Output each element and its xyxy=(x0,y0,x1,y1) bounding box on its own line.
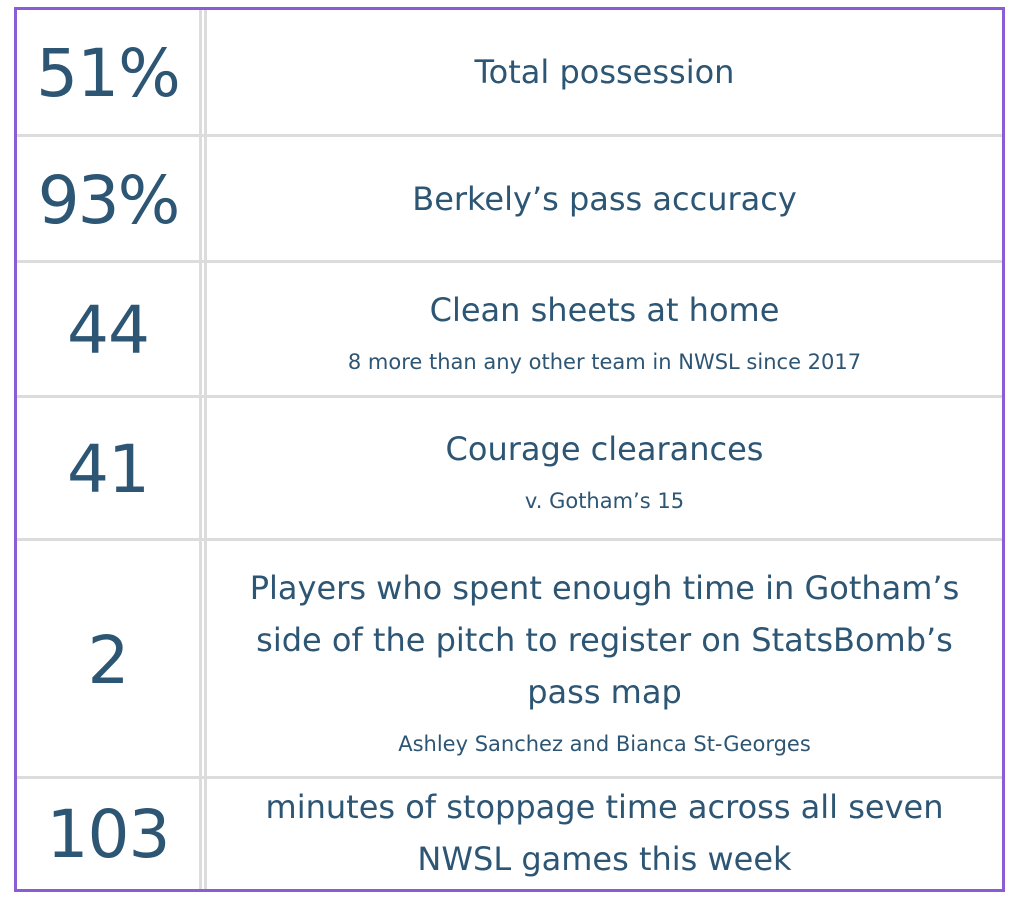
stat-label: Berkely’s pass accuracy xyxy=(412,179,797,218)
stats-table: 51% Total possession 93% Berkely’s pass … xyxy=(14,7,1005,892)
stat-row-possession: 51% Total possession xyxy=(17,10,1002,137)
stat-row-players: 2 Players who spent enough time in Gotha… xyxy=(17,541,1002,779)
stat-value: 51% xyxy=(36,35,181,112)
stat-value: 44 xyxy=(67,292,150,369)
column-divider xyxy=(199,263,207,398)
stat-note: v. Gotham’s 15 xyxy=(524,489,685,513)
stat-label: Clean sheets at home xyxy=(429,291,780,329)
column-divider xyxy=(199,541,207,779)
stat-label: Total possession xyxy=(474,53,735,91)
stat-value: 2 xyxy=(87,621,130,699)
column-divider xyxy=(199,398,207,541)
stat-value: 93% xyxy=(37,161,181,239)
stat-description: Courage clearances v. Gotham’s 15 xyxy=(207,398,1002,538)
stat-description: Total possession xyxy=(207,10,1002,134)
stat-row-clean-sheets: 44 Clean sheets at home 8 more than any … xyxy=(17,263,1002,398)
stat-label: minutes of stoppage time across all seve… xyxy=(265,787,944,878)
stat-row-stoppage-time: 103 minutes of stoppage time across all … xyxy=(17,779,1002,889)
stat-description: Players who spent enough time in Gotham’… xyxy=(207,541,1002,776)
stat-note: 8 more than any other team in NWSL since… xyxy=(347,350,862,374)
column-divider xyxy=(199,779,207,889)
column-divider xyxy=(199,10,207,137)
stat-label: Players who spent enough time in Gotham’… xyxy=(249,568,960,711)
stat-value: 103 xyxy=(46,795,171,873)
stat-description: Berkely’s pass accuracy xyxy=(207,137,1002,260)
stat-row-clearances: 41 Courage clearances v. Gotham’s 15 xyxy=(17,398,1002,541)
stat-description: Clean sheets at home 8 more than any oth… xyxy=(207,263,1002,395)
stat-label: Courage clearances xyxy=(445,430,764,468)
stat-description: minutes of stoppage time across all seve… xyxy=(207,779,1002,886)
stat-value: 41 xyxy=(67,431,150,508)
column-divider xyxy=(199,137,207,263)
stat-note: Ashley Sanchez and Bianca St-Georges xyxy=(398,731,811,756)
stat-row-pass-accuracy: 93% Berkely’s pass accuracy xyxy=(17,137,1002,263)
